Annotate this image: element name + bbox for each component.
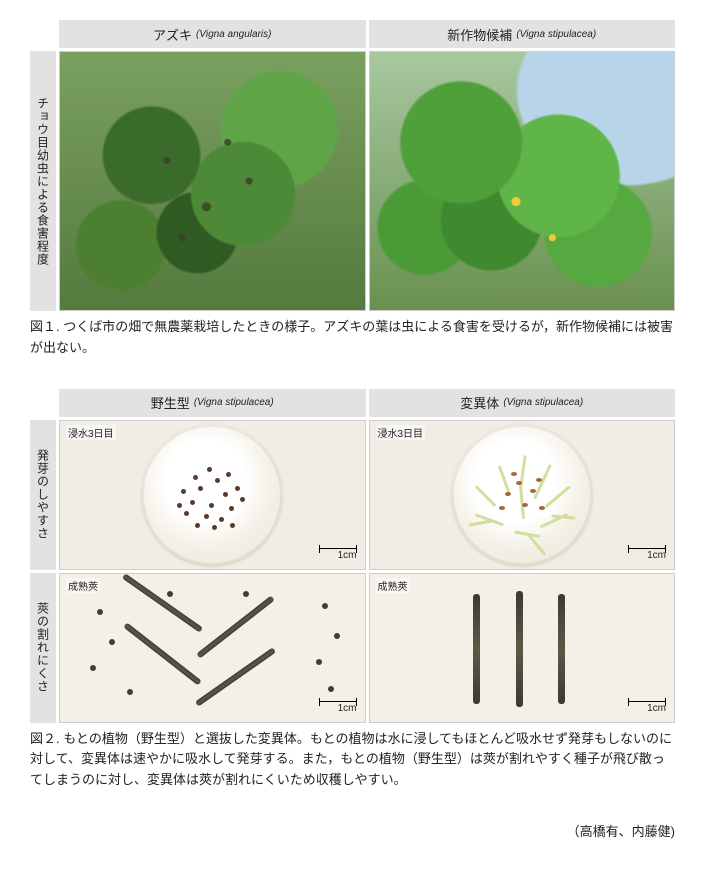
figure-2-grid: 野生型 (Vigna stipulacea) 変異体 (Vigna stipul… [30,389,675,723]
col-header-main: アズキ [153,25,192,44]
figure-1: アズキ (Vigna angularis) 新作物候補 (Vigna stipu… [30,20,675,359]
col-header-latin: (Vigna stipulacea) [194,397,274,408]
scale-text: 1cm [628,550,666,561]
scale-line-icon [319,548,357,549]
scale-line-icon [628,548,666,549]
col-header-main: 変異体 [460,393,499,412]
fig1-col-header-azuki: アズキ (Vigna angularis) [59,20,366,48]
fig2-photo-mutant-pods: 成熟莢 1cm [369,573,676,723]
col-header-latin: (Vigna stipulacea) [516,29,596,40]
fig1-col-header-candidate: 新作物候補 (Vigna stipulacea) [369,20,676,48]
scale-text: 1cm [319,550,357,561]
scale-bar: 1cm [628,701,666,714]
fig2-row-header-pod-shatter: 莢の割れにくさ [30,573,56,723]
figure-1-caption: 図１. つくば市の畑で無農薬栽培したときの様子。アズキの葉は虫による食害を受ける… [30,317,675,359]
scale-bar: 1cm [628,548,666,561]
fig2-col-header-wildtype: 野生型 (Vigna stipulacea) [59,389,366,417]
figure-1-grid: アズキ (Vigna angularis) 新作物候補 (Vigna stipu… [30,20,675,311]
fig1-row-header: チョウ目幼虫による食害程度 [30,51,56,311]
scale-text: 1cm [628,703,666,714]
petri-dish-icon [142,425,282,565]
fig2-photo-wildtype-seeds: 浸水3日目 [59,420,366,570]
sprouts-icon [452,425,592,565]
figure-2-caption: 図２. もとの植物（野生型）と選抜した変異体。もとの植物は水に浸してもほとんど吸… [30,729,675,791]
fig2-photo-mutant-sprouts: 浸水3日目 [369,420,676,570]
fig1-photo-azuki-damaged [59,51,366,311]
scale-line-icon [628,701,666,702]
cell-label: 浸水3日目 [376,425,426,440]
fig2-col-header-mutant: 変異体 (Vigna stipulacea) [369,389,676,417]
col-header-main: 新作物候補 [447,25,512,44]
scale-text: 1cm [319,703,357,714]
fig1-corner [30,20,56,48]
cell-label: 浸水3日目 [66,425,116,440]
scale-bar: 1cm [319,548,357,561]
scale-bar: 1cm [319,701,357,714]
fig2-corner [30,389,56,417]
col-header-latin: (Vigna stipulacea) [503,397,583,408]
authors: （高橋有、内藤健) [30,821,675,840]
fig1-photo-candidate-healthy [369,51,676,311]
col-header-main: 野生型 [151,393,190,412]
figure-2: 野生型 (Vigna stipulacea) 変異体 (Vigna stipul… [30,389,675,791]
col-header-latin: (Vigna angularis) [196,29,271,40]
cell-label: 成熟莢 [66,578,100,593]
fig2-photo-wildtype-pods: 成熟莢 1cm [59,573,366,723]
fig2-row-header-germination: 発芽のしやすさ [30,420,56,570]
scale-line-icon [319,701,357,702]
cell-label: 成熟莢 [376,578,410,593]
